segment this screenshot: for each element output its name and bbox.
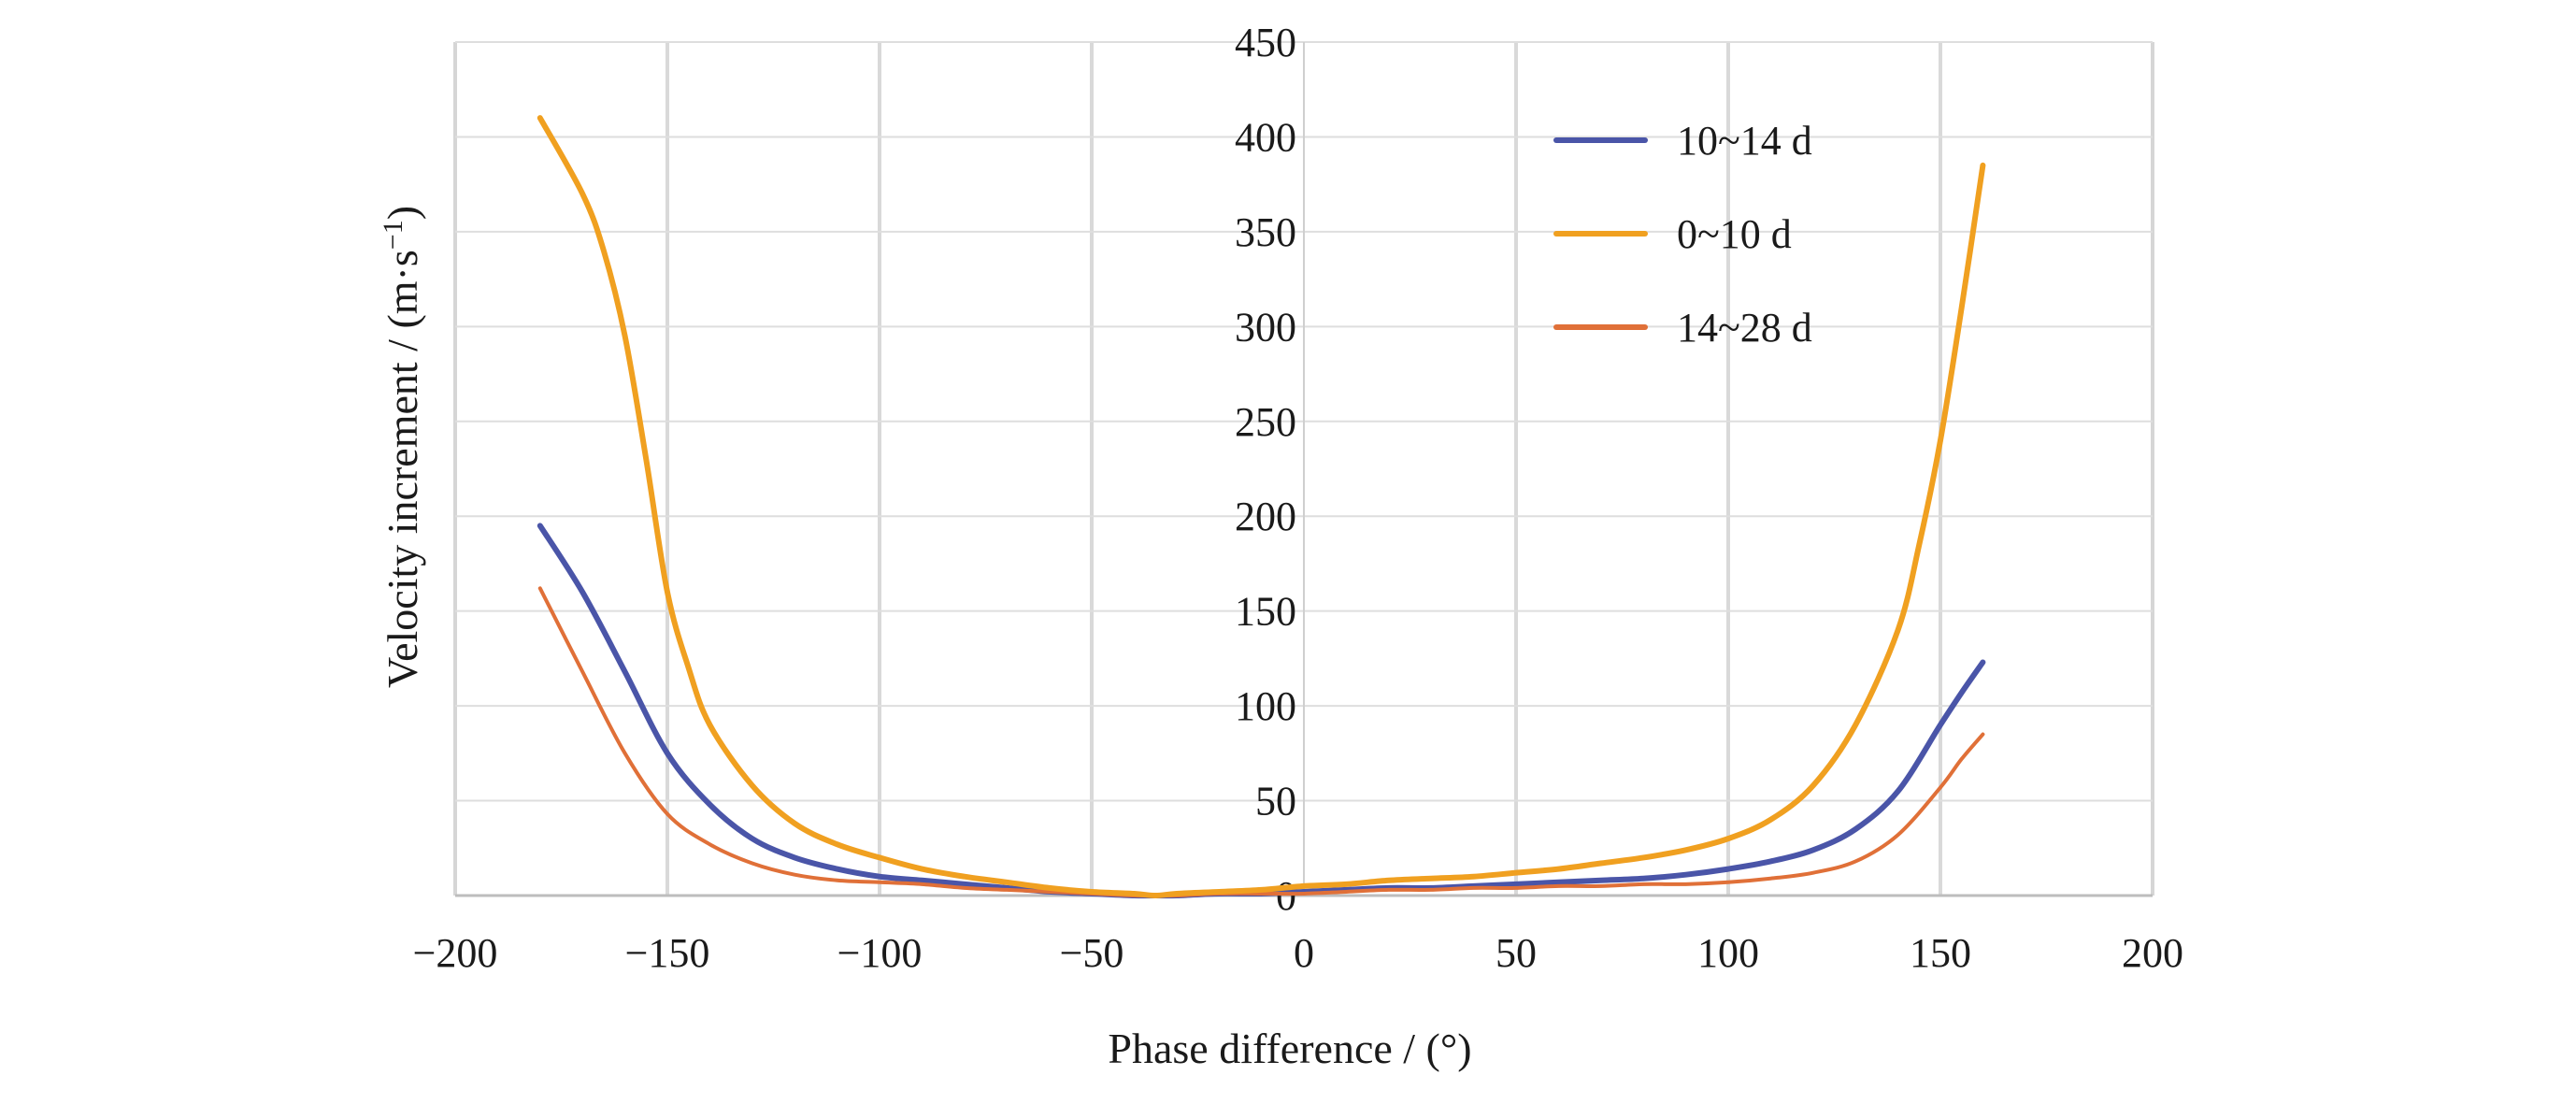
y-axis-title-main: Velocity increment / (m·s <box>379 250 426 688</box>
y-axis-title-superscript: −1 <box>378 220 408 250</box>
series-line-14-28-d <box>537 586 1985 898</box>
axes <box>455 42 2153 897</box>
x-tick-label: 150 <box>1910 930 1971 976</box>
legend-label-0-10-d: 0~10 d <box>1677 211 1792 257</box>
x-tick-label: −200 <box>413 930 498 976</box>
x-tick-label: −150 <box>625 930 710 976</box>
y-tick-label: 150 <box>1235 589 1296 635</box>
legend-label-14-28-d: 14~28 d <box>1677 305 1812 351</box>
y-axis-title: Velocity increment / (m·s−1) <box>378 206 426 688</box>
legend: 10~14 d 0~10 d 14~28 d <box>1553 118 1812 351</box>
y-tick-label: 250 <box>1235 399 1296 445</box>
y-tick-label: 400 <box>1235 114 1296 160</box>
series-line-0-10-d <box>537 115 1986 898</box>
y-tick-label: 300 <box>1235 304 1296 350</box>
y-tick-label: 50 <box>1255 779 1296 824</box>
y-tick-label: 100 <box>1235 683 1296 729</box>
y-tick-label: 200 <box>1235 494 1296 539</box>
series-lines <box>537 115 1986 899</box>
y-tick-label: 450 <box>1235 20 1296 65</box>
x-axis-title: Phase difference / (°) <box>1108 1025 1471 1072</box>
legend-label-10-14-d: 10~14 d <box>1677 118 1812 164</box>
x-tick-label: 50 <box>1496 930 1537 976</box>
x-tick-label: 0 <box>1294 930 1314 976</box>
x-tick-label: −50 <box>1060 930 1124 976</box>
y-axis-title-close: ) <box>379 206 426 220</box>
y-tick-label: 0 <box>1276 873 1296 919</box>
x-tick-labels: −200 −150 −100 −50 0 50 100 150 200 <box>413 930 2183 976</box>
y-tick-labels: 0 50 100 150 200 250 300 350 400 450 <box>1235 20 1296 919</box>
x-tick-label: 100 <box>1697 930 1759 976</box>
y-tick-label: 350 <box>1235 209 1296 255</box>
x-tick-label: 200 <box>2122 930 2183 976</box>
x-tick-label: −100 <box>837 930 923 976</box>
